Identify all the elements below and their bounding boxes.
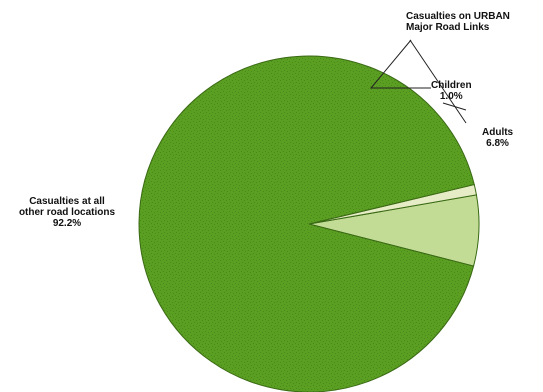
label-adults-name: Adults bbox=[482, 127, 514, 138]
label-group-line-1: Casualties on URBAN bbox=[406, 11, 510, 22]
label-other-line-2: other road locations bbox=[18, 207, 116, 218]
leader-group-left bbox=[369, 39, 431, 89]
label-other-locations: Casualties at all other road locations 9… bbox=[3, 196, 131, 229]
label-children: Children 1.0% bbox=[431, 80, 472, 102]
label-other-line-1: Casualties at all bbox=[29, 196, 105, 207]
label-group-urban: Casualties on URBAN Major Road Links bbox=[406, 11, 510, 33]
leader-group-right bbox=[409, 39, 467, 124]
label-children-value: 1.0% bbox=[439, 91, 463, 102]
label-children-name: Children bbox=[431, 80, 472, 91]
label-adults: Adults 6.8% bbox=[482, 127, 513, 149]
label-other-value: 92.2% bbox=[52, 218, 82, 229]
label-adults-value: 6.8% bbox=[486, 138, 509, 149]
label-group-line-2: Major Road Links bbox=[406, 22, 490, 33]
leader-children bbox=[442, 102, 467, 111]
